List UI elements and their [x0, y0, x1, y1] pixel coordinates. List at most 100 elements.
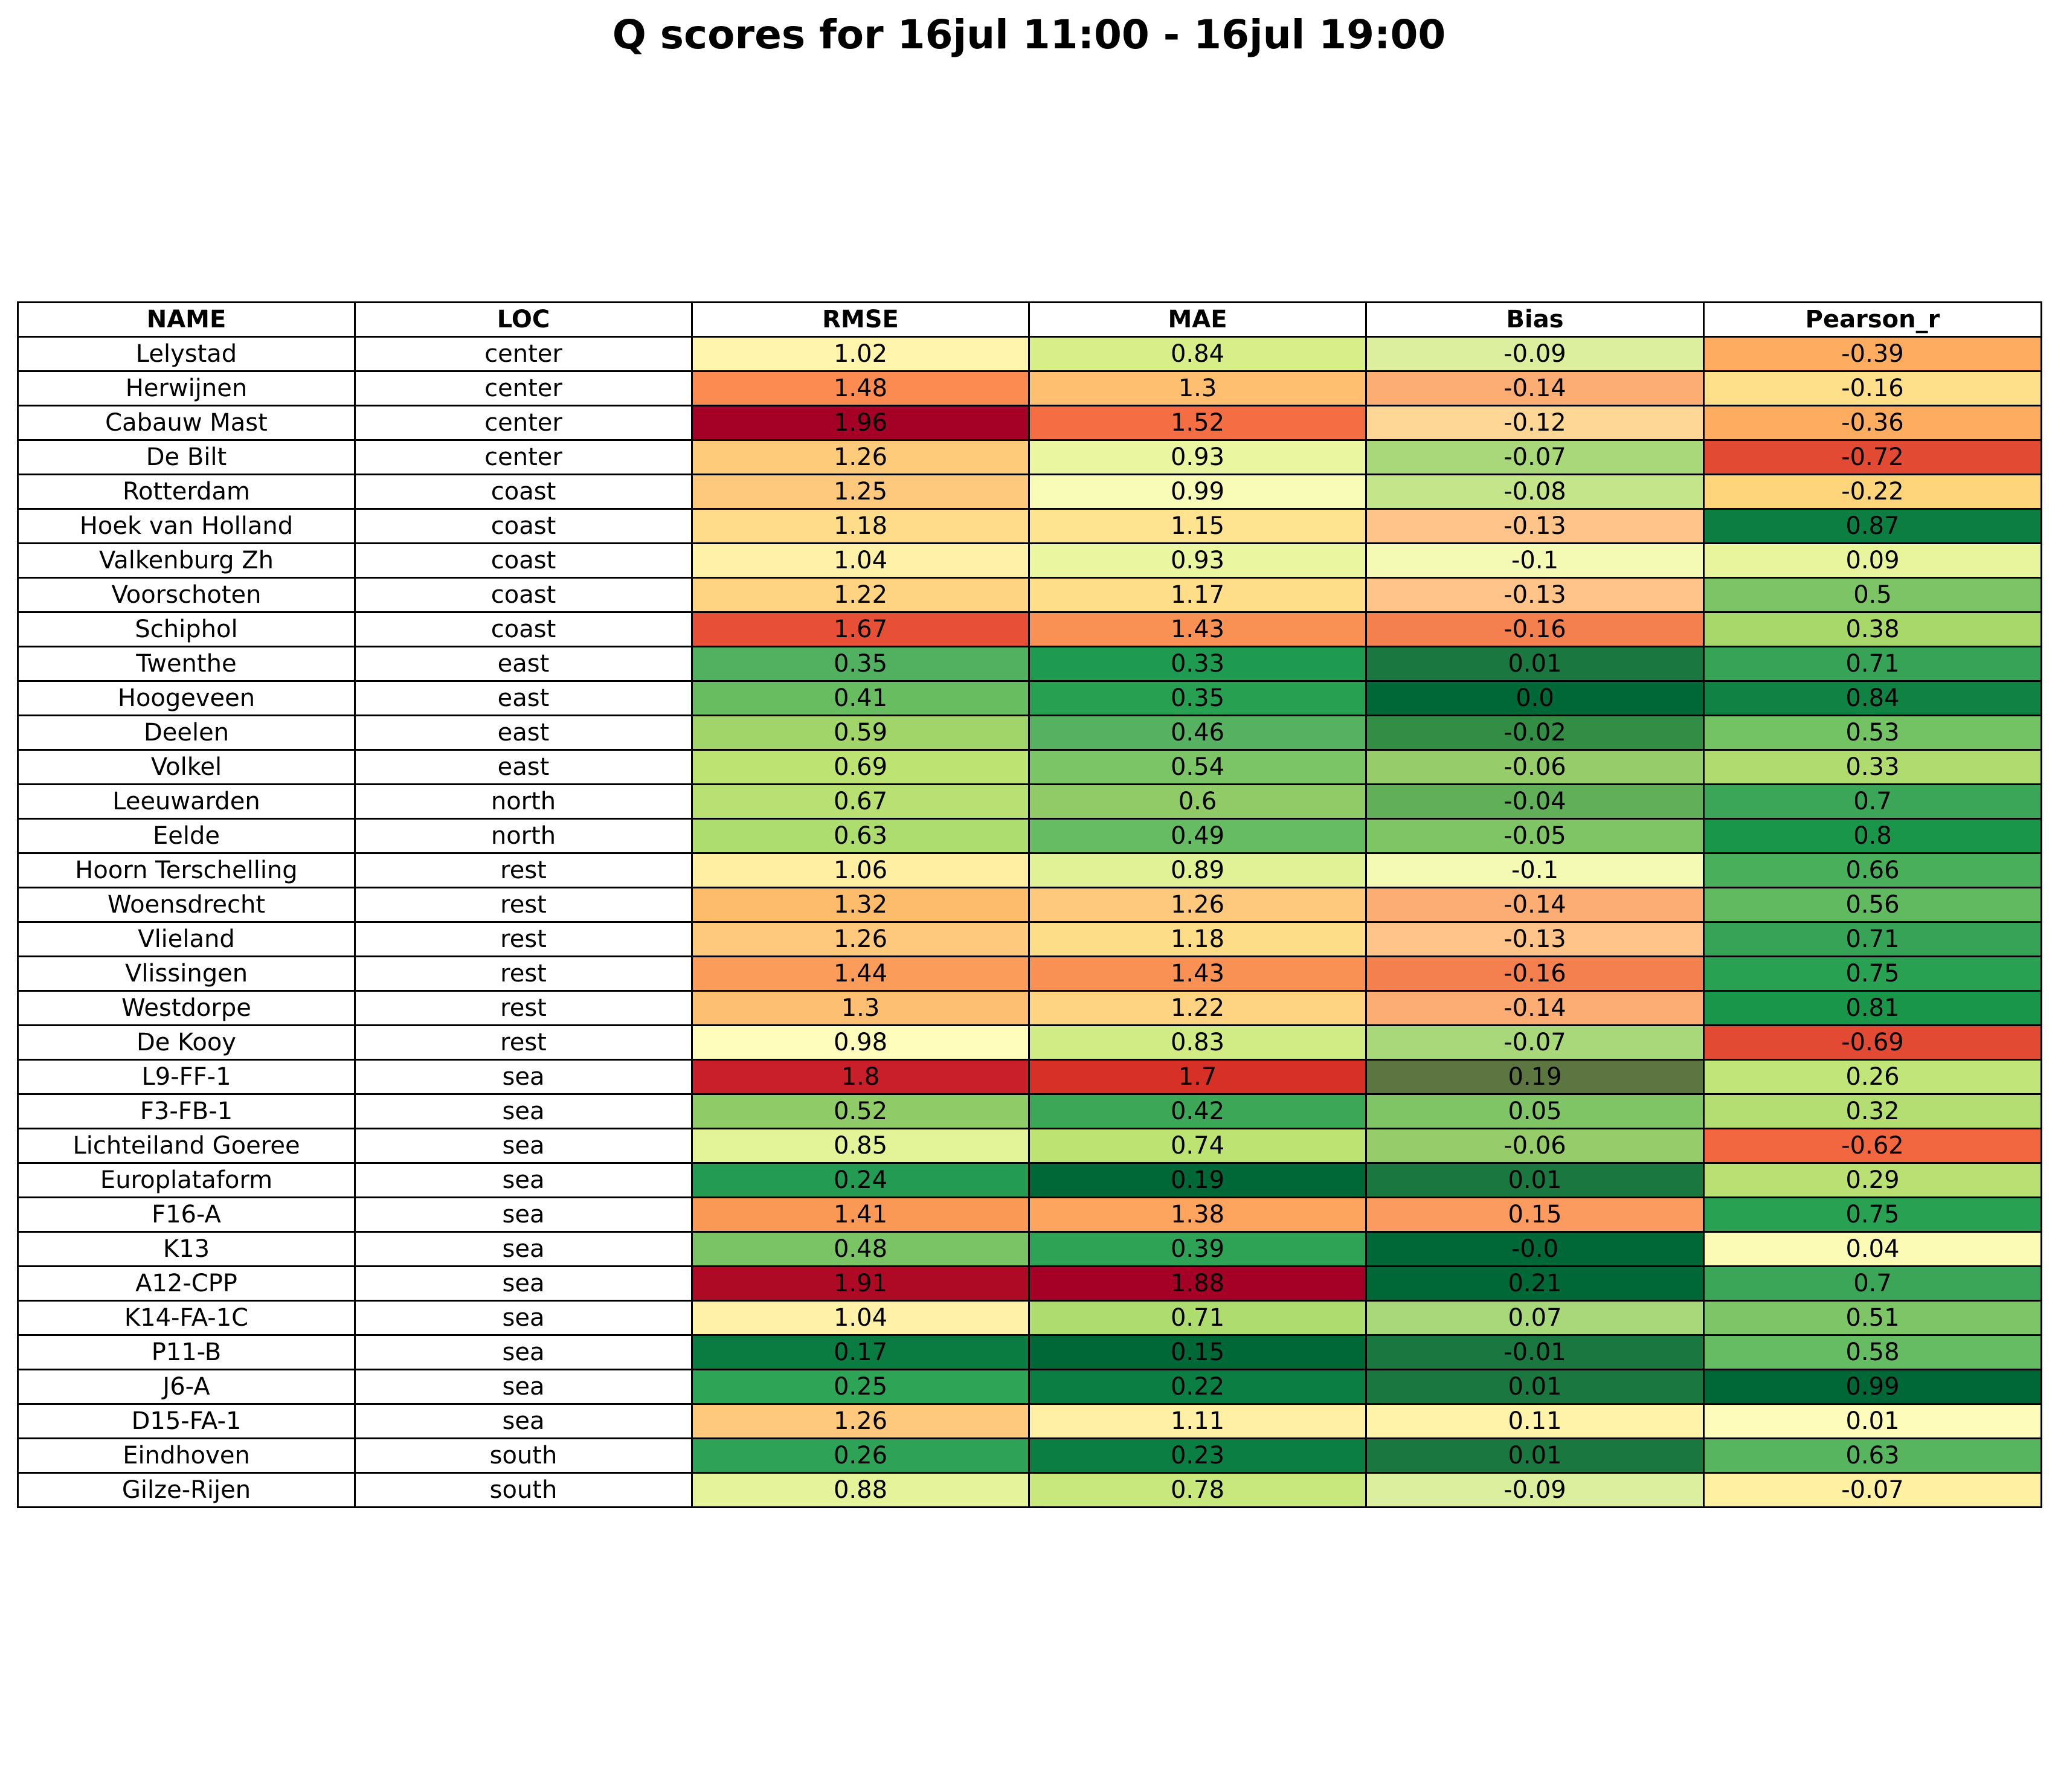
name-cell: Leeuwarden	[17, 783, 356, 820]
mae-cell: 0.89	[1028, 852, 1367, 888]
rmse-cell: 1.25	[691, 474, 1030, 510]
pearson-r-cell: 0.7	[1703, 783, 2042, 820]
bias-cell: -0.16	[1365, 611, 1705, 647]
table-row: Valkenburg Zh coast 1.04 0.93 -0.1 0.09	[17, 542, 2042, 579]
mae-cell: 1.88	[1028, 1265, 1367, 1302]
pearson-r-cell: -0.62	[1703, 1128, 2042, 1164]
table-row: De Bilt center 1.26 0.93 -0.07 -0.72	[17, 439, 2042, 475]
loc-cell: sea	[354, 1196, 693, 1233]
table-row: P11-B sea 0.17 0.15 -0.01 0.58	[17, 1334, 2042, 1370]
loc-cell: sea	[354, 1093, 693, 1129]
bias-cell: 0.05	[1365, 1093, 1705, 1129]
pearson-r-cell: 0.09	[1703, 542, 2042, 579]
name-cell: Gilze-Rijen	[17, 1472, 356, 1508]
pearson-r-cell: 0.29	[1703, 1162, 2042, 1198]
mae-cell: 0.49	[1028, 818, 1367, 854]
name-cell: K14-FA-1C	[17, 1300, 356, 1336]
name-cell: Vlissingen	[17, 955, 356, 992]
bias-cell: 0.01	[1365, 1437, 1705, 1474]
name-cell: L9-FF-1	[17, 1059, 356, 1095]
table-row: Twenthe east 0.35 0.33 0.01 0.71	[17, 646, 2042, 682]
table-row: Woensdrecht rest 1.32 1.26 -0.14 0.56	[17, 887, 2042, 923]
mae-cell: 1.7	[1028, 1059, 1367, 1095]
column-header-rmse: RMSE	[691, 301, 1030, 338]
chart-title: Q scores for 16jul 11:00 - 16jul 19:00	[612, 11, 1446, 58]
name-cell: Twenthe	[17, 646, 356, 682]
loc-cell: east	[354, 749, 693, 785]
loc-cell: east	[354, 646, 693, 682]
loc-cell: rest	[354, 955, 693, 992]
table-row: Lelystad center 1.02 0.84 -0.09 -0.39	[17, 336, 2042, 372]
loc-cell: sea	[354, 1265, 693, 1302]
table-row: Voorschoten coast 1.22 1.17 -0.13 0.5	[17, 577, 2042, 613]
table-row: Eelde north 0.63 0.49 -0.05 0.8	[17, 818, 2042, 854]
pearson-r-cell: 0.56	[1703, 887, 2042, 923]
name-cell: Schiphol	[17, 611, 356, 647]
name-cell: Herwijnen	[17, 370, 356, 406]
rmse-cell: 1.67	[691, 611, 1030, 647]
table-row: Eindhoven south 0.26 0.23 0.01 0.63	[17, 1437, 2042, 1474]
bias-cell: -0.14	[1365, 887, 1705, 923]
table-row: Hoogeveen east 0.41 0.35 0.0 0.84	[17, 680, 2042, 716]
mae-cell: 0.35	[1028, 680, 1367, 716]
mae-cell: 1.18	[1028, 921, 1367, 957]
pearson-r-cell: 0.99	[1703, 1369, 2042, 1405]
pearson-r-cell: 0.53	[1703, 715, 2042, 751]
loc-cell: coast	[354, 611, 693, 647]
column-header-pearson-r: Pearson_r	[1703, 301, 2042, 338]
table-row: L9-FF-1 sea 1.8 1.7 0.19 0.26	[17, 1059, 2042, 1095]
mae-cell: 0.84	[1028, 336, 1367, 372]
loc-cell: north	[354, 818, 693, 854]
loc-cell: rest	[354, 1024, 693, 1061]
name-cell: De Bilt	[17, 439, 356, 475]
loc-cell: sea	[354, 1231, 693, 1267]
pearson-r-cell: 0.87	[1703, 508, 2042, 544]
loc-cell: rest	[354, 852, 693, 888]
loc-cell: sea	[354, 1403, 693, 1439]
rmse-cell: 0.63	[691, 818, 1030, 854]
table-row: Cabauw Mast center 1.96 1.52 -0.12 -0.36	[17, 405, 2042, 441]
mae-cell: 0.22	[1028, 1369, 1367, 1405]
rmse-cell: 1.32	[691, 887, 1030, 923]
name-cell: Hoogeveen	[17, 680, 356, 716]
score-table: NAME LOC RMSE MAE Bias Pearson_r Lelysta…	[17, 301, 2042, 1508]
bias-cell: -0.1	[1365, 542, 1705, 579]
column-header-mae: MAE	[1028, 301, 1367, 338]
bias-cell: -0.14	[1365, 370, 1705, 406]
rmse-cell: 1.44	[691, 955, 1030, 992]
pearson-r-cell: -0.36	[1703, 405, 2042, 441]
table-row: Europlataform sea 0.24 0.19 0.01 0.29	[17, 1162, 2042, 1198]
loc-cell: sea	[354, 1300, 693, 1336]
mae-cell: 0.6	[1028, 783, 1367, 820]
name-cell: Voorschoten	[17, 577, 356, 613]
rmse-cell: 1.48	[691, 370, 1030, 406]
mae-cell: 0.74	[1028, 1128, 1367, 1164]
mae-cell: 0.19	[1028, 1162, 1367, 1198]
bias-cell: -0.05	[1365, 818, 1705, 854]
pearson-r-cell: -0.72	[1703, 439, 2042, 475]
loc-cell: south	[354, 1472, 693, 1508]
rmse-cell: 1.04	[691, 1300, 1030, 1336]
bias-cell: -0.09	[1365, 336, 1705, 372]
rmse-cell: 1.18	[691, 508, 1030, 544]
loc-cell: rest	[354, 887, 693, 923]
column-header-bias: Bias	[1365, 301, 1705, 338]
table-row: Vlieland rest 1.26 1.18 -0.13 0.71	[17, 921, 2042, 957]
bias-cell: -0.14	[1365, 990, 1705, 1026]
rmse-cell: 0.17	[691, 1334, 1030, 1370]
name-cell: Cabauw Mast	[17, 405, 356, 441]
mae-cell: 1.3	[1028, 370, 1367, 406]
pearson-r-cell: 0.8	[1703, 818, 2042, 854]
name-cell: K13	[17, 1231, 356, 1267]
table-row: Rotterdam coast 1.25 0.99 -0.08 -0.22	[17, 474, 2042, 510]
mae-cell: 0.71	[1028, 1300, 1367, 1336]
mae-cell: 0.46	[1028, 715, 1367, 751]
bias-cell: -0.13	[1365, 921, 1705, 957]
pearson-r-cell: -0.16	[1703, 370, 2042, 406]
mae-cell: 0.99	[1028, 474, 1367, 510]
rmse-cell: 1.41	[691, 1196, 1030, 1233]
loc-cell: coast	[354, 508, 693, 544]
loc-cell: south	[354, 1437, 693, 1474]
mae-cell: 0.42	[1028, 1093, 1367, 1129]
pearson-r-cell: 0.04	[1703, 1231, 2042, 1267]
